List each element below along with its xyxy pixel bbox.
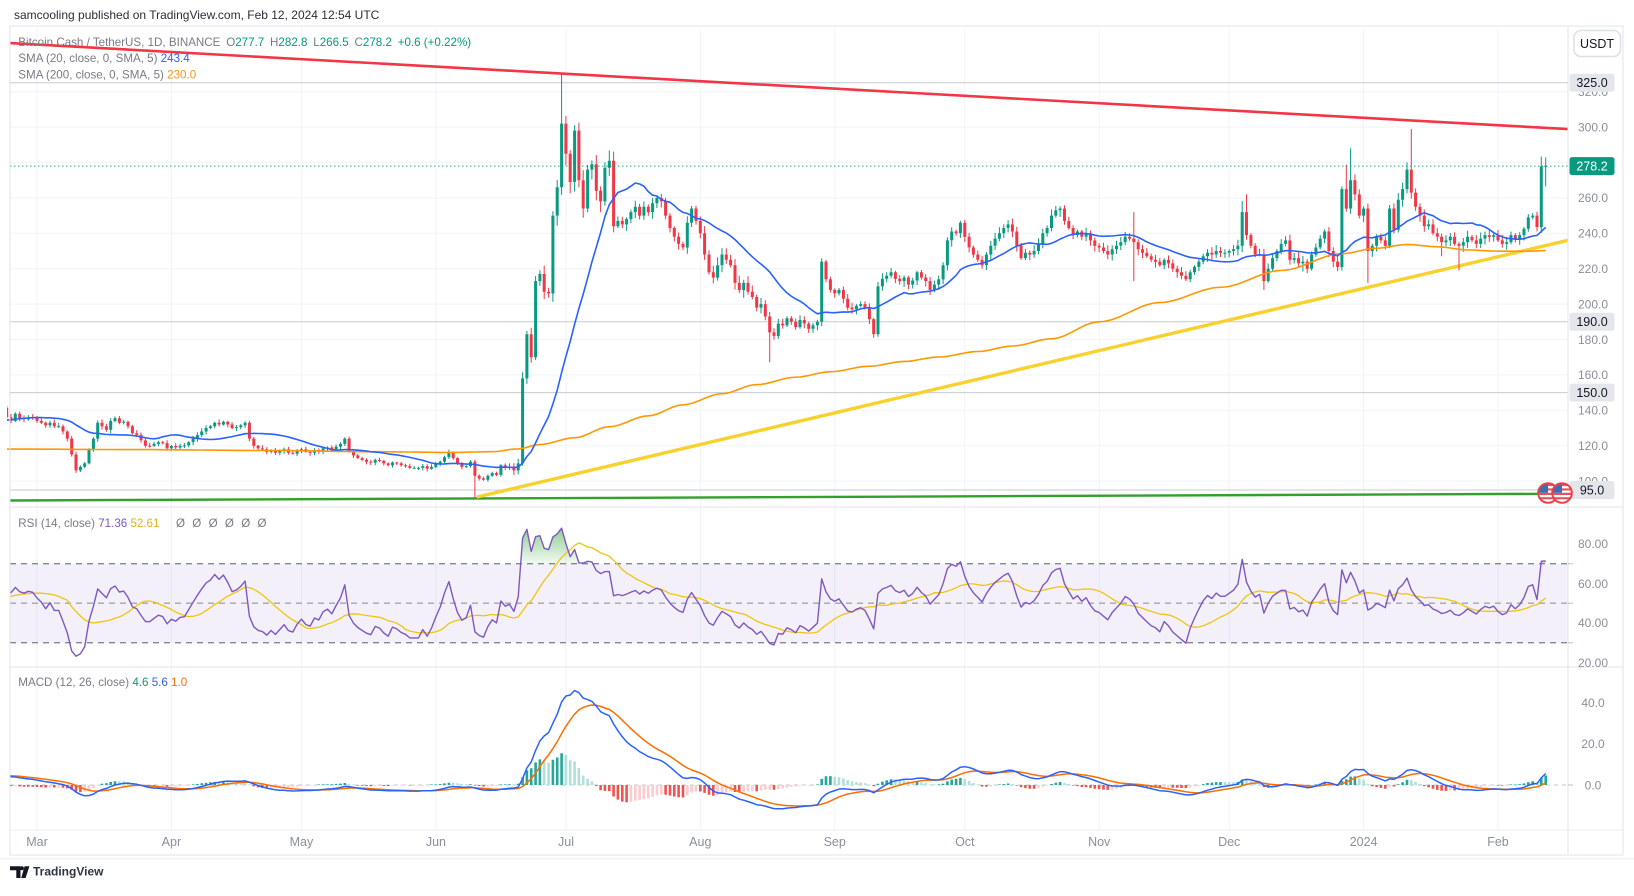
svg-text:SMA (200, close, 0, SMA, 5) 23: SMA (200, close, 0, SMA, 5) 230.0 <box>18 69 196 82</box>
svg-text:300.0: 300.0 <box>1578 120 1608 134</box>
svg-text:20.00: 20.00 <box>1578 656 1608 670</box>
svg-text:Apr: Apr <box>162 835 181 849</box>
svg-text:Aug: Aug <box>689 835 711 849</box>
svg-text:samcooling published on Tradin: samcooling published on TradingView.com,… <box>14 8 380 22</box>
svg-text:Ø: Ø <box>176 517 185 530</box>
svg-text:Jul: Jul <box>558 835 574 849</box>
svg-text:Ø: Ø <box>241 517 250 530</box>
svg-text:180.0: 180.0 <box>1578 333 1608 347</box>
svg-text:Dec: Dec <box>1218 835 1240 849</box>
svg-text:150.0: 150.0 <box>1576 386 1607 400</box>
svg-text:120.0: 120.0 <box>1578 439 1608 453</box>
svg-text:260.0: 260.0 <box>1578 191 1608 205</box>
svg-text:Ø: Ø <box>192 517 201 530</box>
svg-text:Sep: Sep <box>824 835 846 849</box>
svg-text:RSI (14, close) 71.36 52.61: RSI (14, close) 71.36 52.61 <box>18 517 159 530</box>
svg-text:Mar: Mar <box>26 835 48 849</box>
svg-text:140.0: 140.0 <box>1578 404 1608 418</box>
svg-text:Oct: Oct <box>955 835 975 849</box>
svg-text:May: May <box>290 835 314 849</box>
svg-text:40.0: 40.0 <box>1581 696 1605 710</box>
svg-text:SMA (20, close, 0, SMA, 5) 243: SMA (20, close, 0, SMA, 5) 243.4 <box>18 52 190 65</box>
svg-text:278.2: 278.2 <box>1576 159 1607 173</box>
svg-text:Ø: Ø <box>258 517 267 530</box>
svg-text:Feb: Feb <box>1487 835 1509 849</box>
svg-text:95.0: 95.0 <box>1580 483 1604 497</box>
svg-text:Jun: Jun <box>426 835 446 849</box>
svg-text:TradingView: TradingView <box>33 865 104 879</box>
svg-text:Nov: Nov <box>1088 835 1111 849</box>
svg-text:160.0: 160.0 <box>1578 368 1608 382</box>
svg-text:USDT: USDT <box>1580 37 1614 51</box>
svg-text:220.0: 220.0 <box>1578 262 1608 276</box>
svg-text:200.0: 200.0 <box>1578 297 1608 311</box>
svg-text:240.0: 240.0 <box>1578 227 1608 241</box>
svg-text:60.00: 60.00 <box>1578 577 1608 591</box>
svg-text:2024: 2024 <box>1350 835 1378 849</box>
svg-text:MACD (12, 26, close) 4.6 5.6 1: MACD (12, 26, close) 4.6 5.6 1.0 <box>18 676 187 689</box>
svg-text:Bitcoin Cash / TetherUS, 1D, B: Bitcoin Cash / TetherUS, 1D, BINANCE O27… <box>18 36 471 49</box>
svg-text:325.0: 325.0 <box>1576 76 1607 90</box>
svg-text:190.0: 190.0 <box>1576 315 1607 329</box>
svg-text:0.0: 0.0 <box>1585 778 1602 792</box>
svg-text:40.00: 40.00 <box>1578 616 1608 630</box>
svg-text:80.00: 80.00 <box>1578 537 1608 551</box>
svg-text:20.0: 20.0 <box>1581 737 1605 751</box>
svg-text:Ø: Ø <box>225 517 234 530</box>
svg-text:Ø: Ø <box>209 517 218 530</box>
